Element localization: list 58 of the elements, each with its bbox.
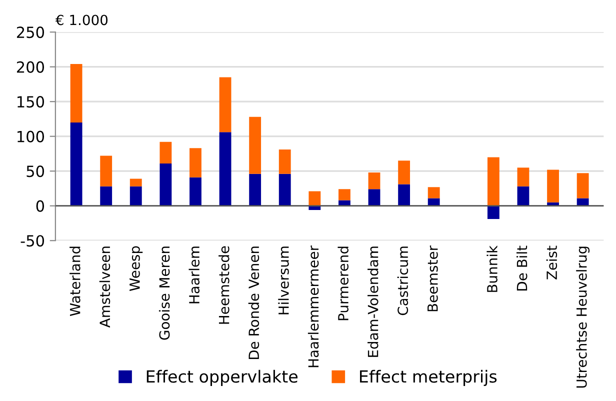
x-tick-label: Castricum bbox=[397, 246, 408, 316]
bar bbox=[70, 64, 82, 122]
bar bbox=[428, 198, 440, 206]
x-tick-label: Zeist bbox=[546, 246, 558, 280]
x-tick-label: Beemster bbox=[428, 245, 438, 312]
y-axis-title: € 1.000 bbox=[55, 14, 108, 26]
bar bbox=[517, 168, 530, 186]
y-tick-label: 200 bbox=[16, 61, 44, 73]
bar bbox=[100, 156, 112, 186]
x-tick-label: Gooise Meren bbox=[158, 246, 170, 340]
y-tick-label: 150 bbox=[18, 96, 44, 108]
bar bbox=[368, 172, 380, 190]
bar bbox=[487, 157, 500, 206]
bar bbox=[249, 174, 262, 206]
x-tick-label: De Ronde Venen bbox=[248, 246, 260, 359]
y-tick-label: -50 bbox=[20, 235, 44, 247]
bar bbox=[428, 187, 440, 198]
bar bbox=[517, 186, 530, 206]
bar bbox=[278, 150, 291, 174]
x-tick-label: Weesp bbox=[130, 246, 143, 292]
x-tick-label: Edam-Volendam bbox=[368, 246, 378, 357]
bar bbox=[368, 189, 380, 206]
y-tick-label: 0 bbox=[36, 200, 44, 212]
bar bbox=[547, 170, 559, 202]
bar bbox=[130, 186, 142, 206]
bar bbox=[576, 198, 589, 206]
x-tick-label: Amstelveen bbox=[99, 246, 110, 328]
y-tick-label: 50 bbox=[26, 166, 44, 178]
bar bbox=[398, 184, 410, 206]
y-tick-label: 250 bbox=[16, 26, 44, 38]
bar bbox=[219, 77, 232, 132]
legend-label: Effect meterprijs bbox=[360, 370, 497, 386]
x-tick-label: Bunnik bbox=[486, 246, 498, 292]
bar bbox=[160, 163, 172, 206]
bar bbox=[278, 174, 291, 206]
bar bbox=[249, 116, 262, 174]
bar bbox=[338, 189, 350, 200]
bar bbox=[219, 132, 232, 206]
bar bbox=[70, 122, 82, 206]
x-tick-label: Utrechtse Heuvelrug bbox=[576, 246, 590, 388]
bar bbox=[130, 178, 142, 186]
x-tick-label: Haarlemmermeer bbox=[308, 245, 319, 368]
x-tick-label: Hilversum bbox=[278, 246, 289, 314]
bar bbox=[487, 206, 500, 220]
x-tick-label: Purmerend bbox=[338, 246, 348, 320]
bar bbox=[398, 160, 410, 184]
x-tick-label: Heemstede bbox=[218, 246, 230, 324]
x-tick-label: Haarlem bbox=[188, 246, 200, 304]
bar bbox=[190, 177, 202, 206]
x-tick-label: Waterland bbox=[70, 246, 80, 316]
x-tick-label: De Bilt bbox=[516, 246, 528, 290]
bar bbox=[190, 148, 202, 178]
y-tick-label: 100 bbox=[18, 130, 44, 142]
bar bbox=[308, 191, 321, 206]
bar bbox=[576, 173, 589, 198]
bar bbox=[160, 142, 172, 164]
legend-label: Effect oppervlakte bbox=[146, 370, 298, 386]
bar bbox=[100, 186, 112, 206]
